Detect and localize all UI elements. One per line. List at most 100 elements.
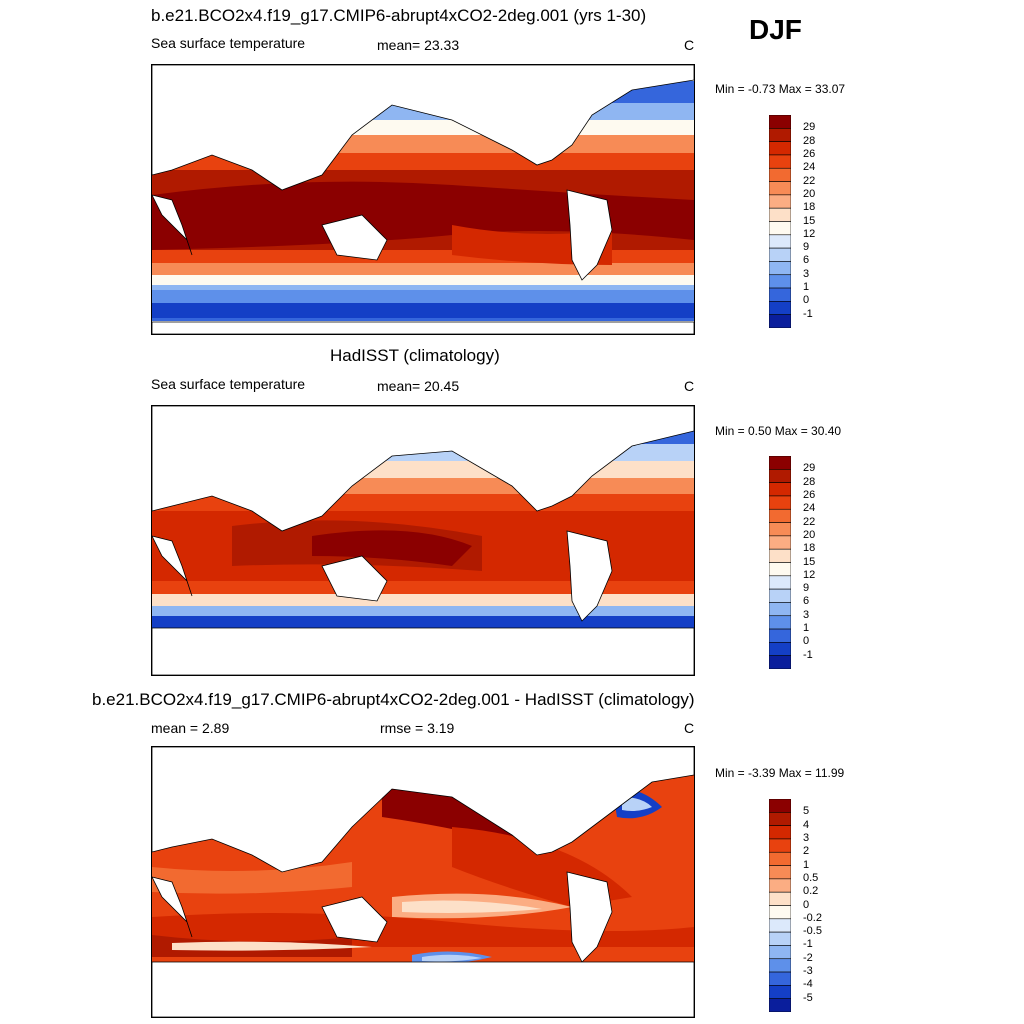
- colorbar-swatch: [769, 261, 791, 276]
- colorbar-swatch: [769, 865, 791, 880]
- colorbar-swatch: [769, 128, 791, 142]
- panel2-variable-label: Sea surface temperature: [151, 376, 306, 392]
- colorbar-swatch: [769, 655, 791, 669]
- panel1-title: b.e21.BCO2x4.f19_g17.CMIP6-abrupt4xCO2-2…: [151, 6, 647, 25]
- colorbar-swatch: [769, 167, 791, 182]
- panel3-land: [152, 747, 694, 1017]
- colorbar-swatch: [769, 469, 791, 483]
- colorbar-swatch: [769, 482, 791, 497]
- colorbar-tick-label: 1: [803, 622, 810, 635]
- colorbar-swatch: [769, 588, 791, 603]
- colorbar-swatch: [769, 247, 791, 262]
- colorbar-swatch: [769, 985, 791, 999]
- colorbar-swatch: [769, 891, 791, 906]
- colorbar-tick-label: 24: [803, 161, 816, 174]
- colorbar-tick-label: 9: [803, 241, 810, 254]
- colorbar-tick-label: 24: [803, 502, 816, 515]
- panel2-colorbar: [769, 456, 791, 669]
- colorbar-tick-label: 20: [803, 528, 816, 541]
- colorbar-swatch: [769, 314, 791, 328]
- colorbar-swatch: [769, 535, 791, 550]
- season-label: DJF: [749, 14, 802, 45]
- colorbar-swatch: [769, 958, 791, 973]
- colorbar-swatch: [769, 642, 791, 656]
- colorbar-swatch: [769, 615, 791, 630]
- panel1-variable-label: Sea surface temperature: [151, 35, 306, 51]
- colorbar-tick-label: 0: [803, 635, 810, 648]
- panel2-map-svg: [152, 406, 694, 675]
- colorbar-swatch: [769, 287, 791, 302]
- colorbar-swatch: [769, 812, 791, 826]
- panel3-map-svg: [152, 747, 694, 1017]
- colorbar-swatch: [769, 154, 791, 169]
- colorbar-tick-label: -1: [803, 648, 813, 661]
- colorbar-swatch: [769, 115, 791, 129]
- colorbar-tick-label: -4: [803, 978, 813, 991]
- colorbar-tick-label: 3: [803, 831, 810, 844]
- colorbar-swatch: [769, 998, 791, 1012]
- colorbar-tick-label: 28: [803, 134, 816, 147]
- colorbar-tick-label: 22: [803, 515, 816, 528]
- colorbar-swatch: [769, 522, 791, 537]
- colorbar-swatch: [769, 918, 791, 933]
- colorbar-tick-label: 29: [803, 462, 816, 475]
- colorbar-tick-label: 20: [803, 187, 816, 200]
- colorbar-swatch: [769, 274, 791, 289]
- colorbar-tick-label: 15: [803, 214, 816, 227]
- colorbar-tick-label: 12: [803, 227, 816, 240]
- colorbar-tick-label: 0: [803, 294, 810, 307]
- colorbar-tick-label: 22: [803, 174, 816, 187]
- colorbar-swatch: [769, 508, 791, 523]
- colorbar-swatch: [769, 799, 791, 813]
- panel3-colorbar: [769, 799, 791, 1012]
- colorbar-tick-label: 18: [803, 542, 816, 555]
- colorbar-swatch: [769, 931, 791, 946]
- panel2-minmax-label: Min = 0.50 Max = 30.40: [715, 424, 842, 438]
- colorbar-swatch: [769, 628, 791, 643]
- colorbar-tick-label: -3: [803, 965, 813, 978]
- colorbar-tick-label: 3: [803, 267, 810, 280]
- panel1-units-label: C: [684, 37, 695, 53]
- panel3-units-label: C: [684, 720, 695, 736]
- colorbar-tick-label: 29: [803, 121, 816, 134]
- panel3-title: b.e21.BCO2x4.f19_g17.CMIP6-abrupt4xCO2-2…: [92, 690, 695, 709]
- colorbar-tick-label: -0.5: [803, 925, 822, 938]
- colorbar-tick-label: -0.2: [803, 911, 822, 924]
- colorbar-swatch: [769, 878, 791, 893]
- colorbar-swatch: [769, 838, 791, 853]
- panel3-mean-label: mean = 2.89: [151, 720, 230, 736]
- panel3-rmse-label: rmse = 3.19: [380, 720, 455, 736]
- panel2-mean-label: mean= 20.45: [377, 378, 460, 394]
- panel1-mean-label: mean= 23.33: [377, 37, 460, 53]
- panel3-map: [151, 746, 695, 1018]
- colorbar-swatch: [769, 851, 791, 866]
- colorbar-swatch: [769, 971, 791, 986]
- colorbar-tick-label: 26: [803, 147, 816, 160]
- panel2-map: [151, 405, 695, 676]
- colorbar-tick-label: 9: [803, 582, 810, 595]
- panel1-colorbar-svg: [769, 115, 791, 328]
- panel1-colorbar: [769, 115, 791, 328]
- colorbar-swatch: [769, 945, 791, 960]
- colorbar-tick-label: 6: [803, 595, 810, 608]
- panel1-land: [152, 65, 694, 334]
- panel1-map: [151, 64, 695, 335]
- colorbar-tick-label: 12: [803, 568, 816, 581]
- panel1-minmax-label: Min = -0.73 Max = 33.07: [715, 82, 846, 96]
- colorbar-swatch: [769, 825, 791, 840]
- colorbar-swatch: [769, 562, 791, 577]
- colorbar-swatch: [769, 181, 791, 196]
- panel2-title: HadISST (climatology): [330, 346, 500, 365]
- colorbar-tick-label: 0.5: [803, 871, 819, 884]
- colorbar-tick-label: 26: [803, 488, 816, 501]
- panel2-colorbar-svg: [769, 456, 791, 669]
- colorbar-tick-label: -1: [803, 938, 813, 951]
- panel3-colorbar-svg: [769, 799, 791, 1012]
- colorbar-tick-label: 18: [803, 201, 816, 214]
- colorbar-swatch: [769, 301, 791, 315]
- colorbar-swatch: [769, 207, 791, 222]
- colorbar-tick-label: -1: [803, 307, 813, 320]
- panel2-units-label: C: [684, 378, 695, 394]
- panel2-land: [152, 406, 694, 675]
- colorbar-swatch: [769, 194, 791, 209]
